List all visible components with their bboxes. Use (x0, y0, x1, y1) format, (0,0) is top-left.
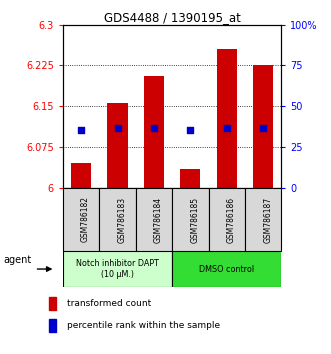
Point (78, 127, 84, 132)
Bar (71, 163, 91, 188)
Point (151, 125, 157, 131)
FancyBboxPatch shape (63, 251, 172, 287)
Bar (144, 76, 164, 188)
Bar (49, 297, 56, 310)
Title: GDS4488 / 1390195_at: GDS4488 / 1390195_at (104, 11, 241, 24)
Text: GSM786182: GSM786182 (81, 196, 90, 242)
Text: GSM786187: GSM786187 (263, 196, 272, 242)
Text: GSM786183: GSM786183 (118, 196, 126, 242)
Text: GSM786184: GSM786184 (154, 196, 163, 242)
Bar (49, 319, 56, 332)
FancyBboxPatch shape (209, 188, 245, 251)
FancyBboxPatch shape (245, 188, 281, 251)
Text: GSM786186: GSM786186 (227, 196, 236, 242)
Text: DMSO control: DMSO control (199, 264, 254, 274)
Text: GSM786185: GSM786185 (190, 196, 199, 242)
Point (188, 127, 193, 132)
Bar (217, 49, 237, 188)
FancyBboxPatch shape (63, 188, 99, 251)
Bar (108, 103, 127, 188)
FancyBboxPatch shape (136, 188, 172, 251)
Point (260, 125, 266, 131)
Text: Notch inhibitor DAPT
(10 μM.): Notch inhibitor DAPT (10 μM.) (76, 259, 159, 279)
Bar (253, 65, 273, 188)
FancyBboxPatch shape (172, 251, 281, 287)
Text: transformed count: transformed count (68, 299, 152, 308)
Point (224, 125, 229, 131)
Bar (180, 169, 200, 188)
FancyBboxPatch shape (99, 188, 136, 251)
Text: percentile rank within the sample: percentile rank within the sample (68, 321, 221, 330)
Point (115, 125, 120, 131)
Text: agent: agent (3, 255, 31, 265)
FancyBboxPatch shape (172, 188, 209, 251)
